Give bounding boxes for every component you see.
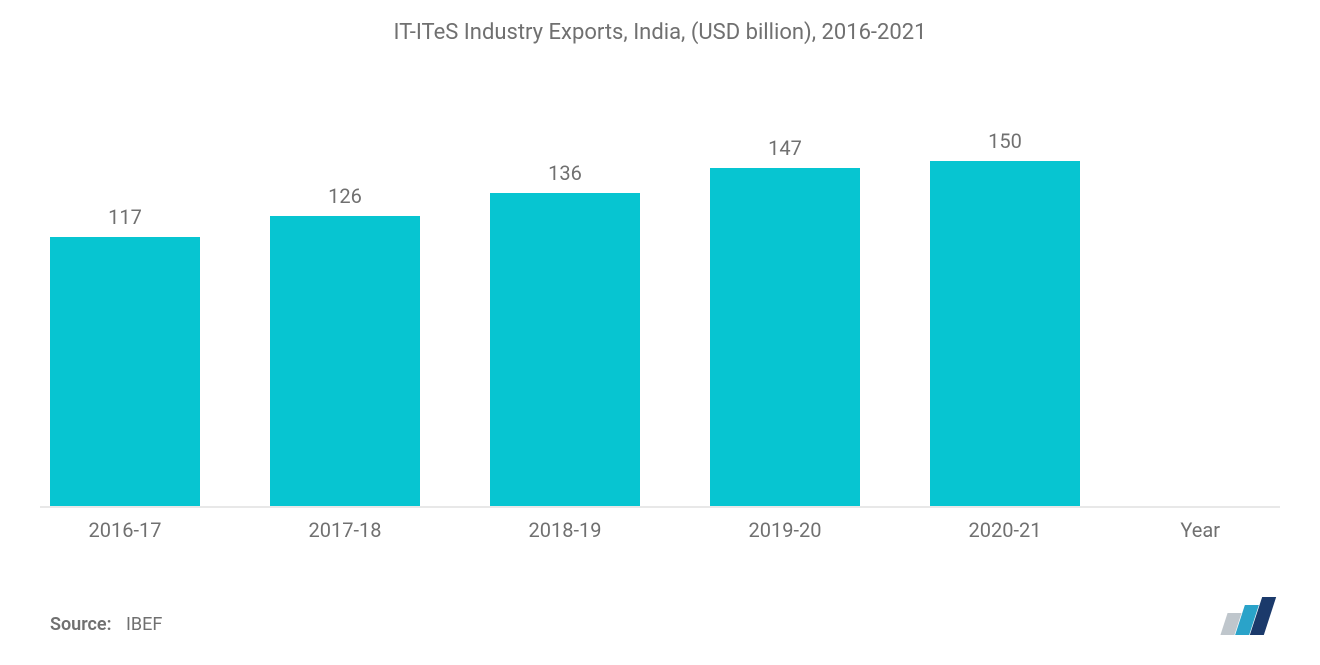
x-tick-label: 2020-21 [930,518,1080,542]
x-tick-label: 2018-19 [490,518,640,542]
plot-area: 117 126 136 147 150 [40,55,1280,508]
x-axis-labels: 2016-17 2017-18 2018-19 2019-20 2020-21 Year [40,508,1280,542]
bar-group: 147 [710,136,860,506]
bar-group: 117 [50,205,200,506]
bar-group: 136 [490,161,640,506]
chart-container: IT-ITeS Industry Exports, India, (USD bi… [0,0,1320,665]
bar [270,216,420,506]
bar-value-label: 117 [108,205,142,229]
bar-value-label: 147 [768,136,802,160]
x-axis-title: Year [1180,518,1220,542]
x-tick-label: 2016-17 [50,518,200,542]
bar [490,193,640,506]
bar [710,168,860,506]
bar-value-label: 150 [988,129,1022,153]
bar-value-label: 136 [548,161,582,185]
bar [50,237,200,506]
source-value: IBEF [126,614,162,635]
source-citation: Source: IBEF [50,614,162,635]
bar-value-label: 126 [328,184,362,208]
bar [930,161,1080,506]
bar-group: 150 [930,129,1080,506]
brand-logo [1224,597,1270,635]
x-tick-label: 2017-18 [270,518,420,542]
source-label: Source: [50,614,112,635]
bar-group: 126 [270,184,420,506]
chart-title: IT-ITeS Industry Exports, India, (USD bi… [40,20,1280,45]
chart-footer: Source: IBEF [40,597,1280,635]
x-tick-label: 2019-20 [710,518,860,542]
